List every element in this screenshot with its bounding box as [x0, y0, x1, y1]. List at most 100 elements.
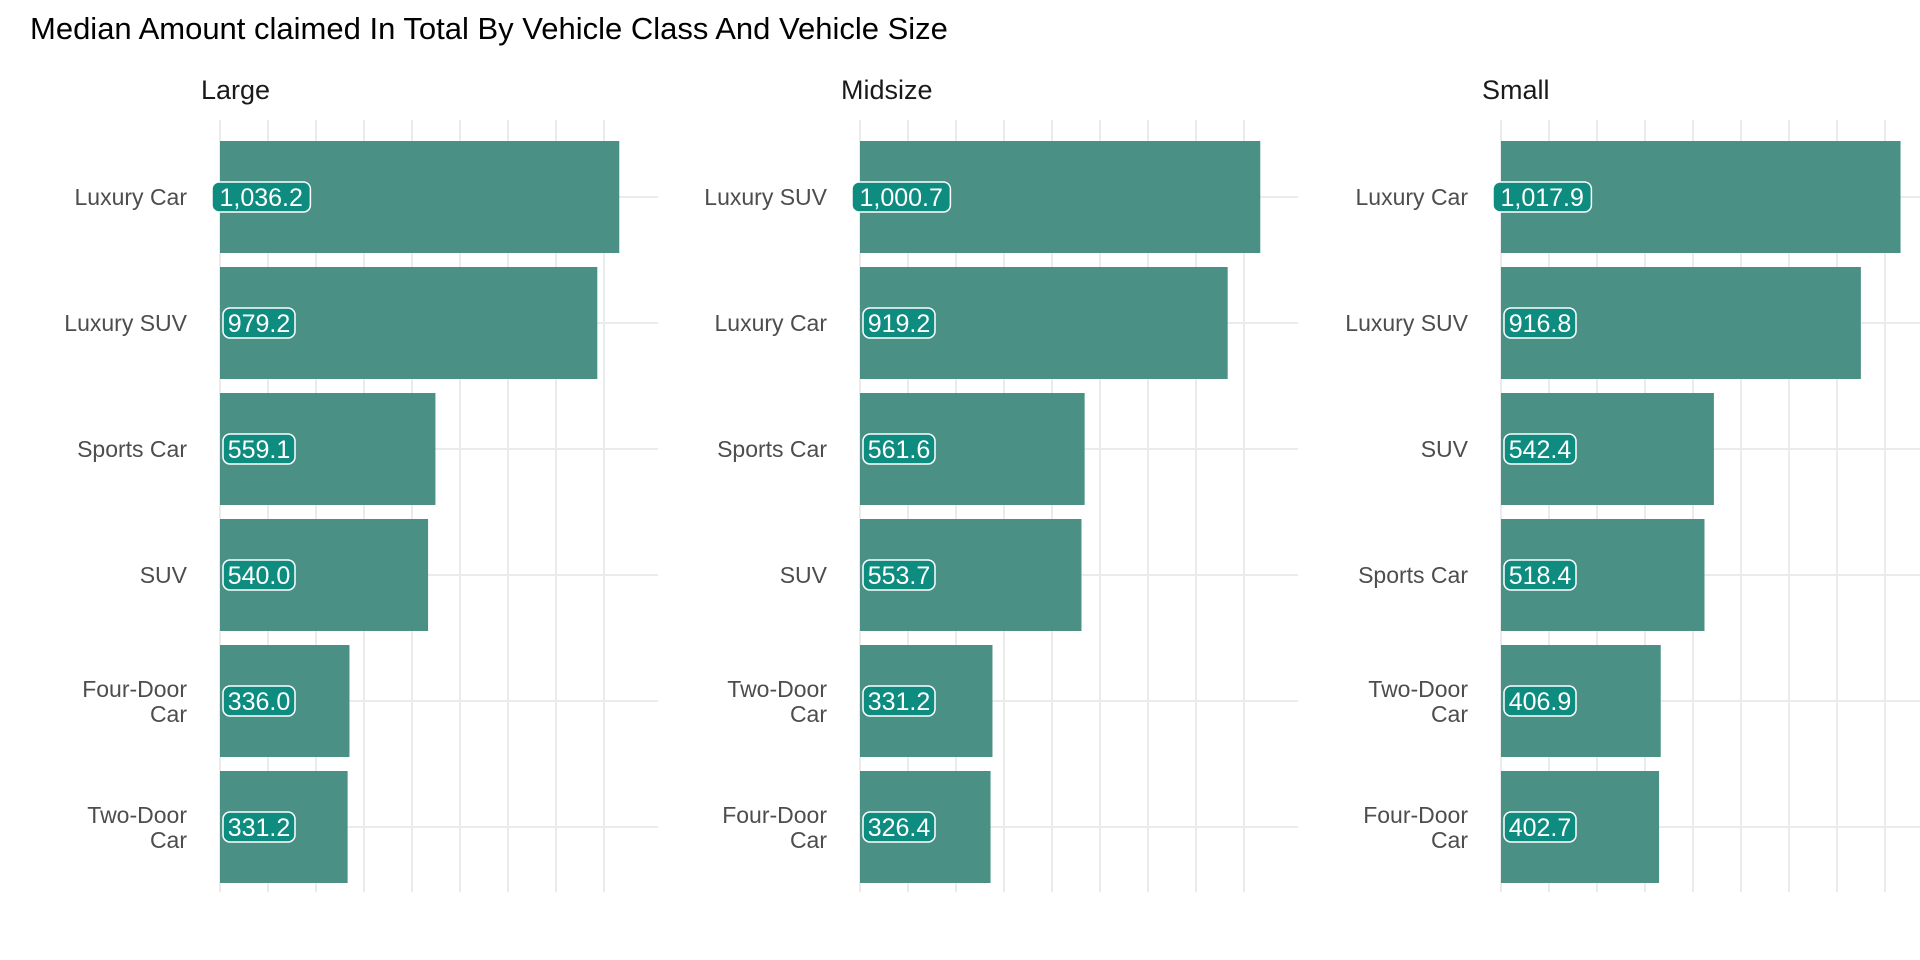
data-label-text: 406.9 — [1509, 688, 1572, 716]
category-tick-label: SUV — [140, 562, 188, 588]
category-tick-label: Luxury SUV — [704, 184, 827, 210]
data-label: 406.9 — [1503, 685, 1577, 717]
facet-label: Large — [201, 75, 270, 105]
category-tick-label-line: Car — [790, 827, 827, 853]
data-label-text: 336.0 — [228, 688, 291, 716]
data-label-badge — [222, 307, 296, 339]
data-label: 540.0 — [222, 559, 296, 591]
category-tick-label-line: Car — [150, 701, 187, 727]
data-label: 1,017.9 — [1492, 181, 1593, 213]
category-tick-label-line: SUV — [780, 562, 828, 588]
category-tick-label: Sports Car — [77, 436, 187, 462]
data-label: 919.2 — [862, 307, 936, 339]
category-tick-label: Two-Door Car — [727, 676, 827, 727]
data-label-badge — [1503, 685, 1577, 717]
data-label-badge — [1503, 811, 1577, 843]
data-label-text: 518.4 — [1509, 562, 1572, 590]
data-label-badge — [862, 559, 936, 591]
data-label: 559.1 — [222, 433, 296, 465]
data-label-text: 979.2 — [228, 310, 291, 338]
category-tick-label-line: Car — [150, 827, 187, 853]
category-tick-label: SUV — [1421, 436, 1469, 462]
data-label-text: 1,036.2 — [219, 184, 302, 212]
data-label-badge — [1503, 433, 1577, 465]
data-label-text: 561.6 — [868, 436, 931, 464]
category-tick-label-line: Four-Door — [1363, 802, 1468, 828]
category-tick-label: Luxury Car — [715, 310, 828, 336]
category-tick-label: Four-Door Car — [82, 676, 187, 727]
data-label-text: 553.7 — [868, 562, 931, 590]
data-label-text: 542.4 — [1509, 436, 1572, 464]
data-label-badge — [222, 559, 296, 591]
data-label: 561.6 — [862, 433, 936, 465]
category-tick-label: SUV — [780, 562, 828, 588]
data-label-badge — [1503, 307, 1577, 339]
category-tick-label-line: SUV — [1421, 436, 1469, 462]
category-tick-label: Luxury Car — [1356, 184, 1469, 210]
category-tick-label-line: Luxury Car — [1356, 184, 1469, 210]
data-label-text: 331.2 — [228, 814, 291, 842]
category-tick-label: Two-Door Car — [87, 802, 187, 853]
category-tick-label-line: Sports Car — [77, 436, 187, 462]
category-tick-label-line: Luxury SUV — [64, 310, 187, 336]
data-label: 331.2 — [222, 811, 296, 843]
data-label-text: 402.7 — [1509, 814, 1572, 842]
category-tick-label-line: Car — [1431, 827, 1468, 853]
category-tick-label-line: Sports Car — [1358, 562, 1468, 588]
data-label-badge — [222, 685, 296, 717]
category-tick-label: Sports Car — [1358, 562, 1468, 588]
facet-panels: Large Luxury Car 1,036.2 Luxury SUV 979.2 Spo… — [64, 75, 1920, 892]
category-tick-label: Sports Car — [717, 436, 827, 462]
facet-label: Midsize — [841, 75, 933, 105]
category-tick-label: Four-Door Car — [1363, 802, 1468, 853]
data-label: 336.0 — [222, 685, 296, 717]
data-label: 331.2 — [862, 685, 936, 717]
data-label-badge — [862, 811, 936, 843]
data-label-badge — [211, 181, 312, 213]
data-label-text: 331.2 — [868, 688, 931, 716]
category-tick-label: Two-Door Car — [1368, 676, 1468, 727]
data-label: 1,036.2 — [211, 181, 312, 213]
data-label-text: 1,000.7 — [859, 184, 942, 212]
data-label-text: 919.2 — [868, 310, 931, 338]
data-label-text: 326.4 — [868, 814, 931, 842]
category-tick-label-line: Sports Car — [717, 436, 827, 462]
category-tick-label-line: Luxury SUV — [1345, 310, 1468, 336]
data-label: 1,000.7 — [851, 181, 952, 213]
data-label: 402.7 — [1503, 811, 1577, 843]
category-tick-label-line: Four-Door — [722, 802, 827, 828]
category-tick-label-line: Four-Door — [82, 676, 187, 702]
category-tick-label: Luxury Car — [75, 184, 188, 210]
data-label: 542.4 — [1503, 433, 1577, 465]
data-label: 916.8 — [1503, 307, 1577, 339]
data-label-text: 1,017.9 — [1500, 184, 1583, 212]
data-label-badge — [222, 811, 296, 843]
facet-panel-small: Small Luxury Car 1,017.9 Luxury SUV 916.8 SUV… — [1345, 75, 1920, 892]
data-label-badge — [1492, 181, 1593, 213]
data-label-text: 916.8 — [1509, 310, 1572, 338]
data-label-badge — [862, 433, 936, 465]
category-tick-label-line: Two-Door — [727, 676, 827, 702]
facet-panel-midsize: Midsize Luxury SUV 1,000.7 Luxury Car 919.2 S… — [704, 75, 1298, 892]
data-label-badge — [222, 433, 296, 465]
facet-panel-large: Large Luxury Car 1,036.2 Luxury SUV 979.2 Spo… — [64, 75, 658, 892]
category-tick-label-line: Two-Door — [1368, 676, 1468, 702]
chart-title: Median Amount claimed In Total By Vehicl… — [30, 11, 948, 46]
data-label: 326.4 — [862, 811, 936, 843]
data-label-text: 559.1 — [228, 436, 291, 464]
data-label: 979.2 — [222, 307, 296, 339]
data-label-badge — [1503, 559, 1577, 591]
data-label-badge — [862, 307, 936, 339]
category-tick-label: Luxury SUV — [64, 310, 187, 336]
category-tick-label-line: Luxury SUV — [704, 184, 827, 210]
category-tick-label-line: Car — [790, 701, 827, 727]
data-label-badge — [851, 181, 952, 213]
category-tick-label-line: Luxury Car — [75, 184, 188, 210]
data-label: 518.4 — [1503, 559, 1577, 591]
data-label: 553.7 — [862, 559, 936, 591]
category-tick-label-line: Luxury Car — [715, 310, 828, 336]
data-label-text: 540.0 — [228, 562, 291, 590]
data-label-badge — [862, 685, 936, 717]
